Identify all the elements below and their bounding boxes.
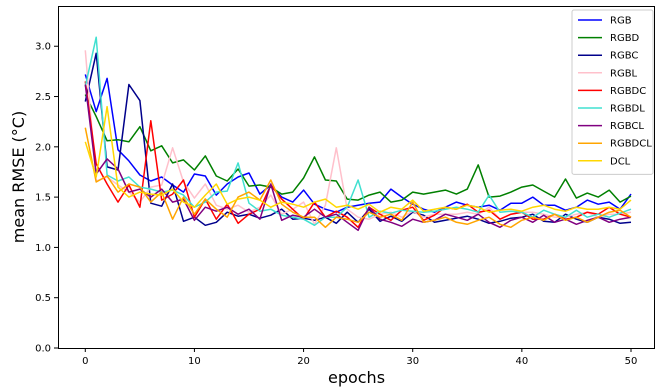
series-line-rgb (84, 74, 632, 213)
legend-box (571, 9, 654, 175)
legend: RGB RGBD RGBC RGBL RGBDC RGBDL RGBCL RGBDCL DCL (571, 9, 654, 175)
series-line-rgbdl (84, 36, 632, 227)
legend-label-rgbcl: RGBCL (610, 121, 644, 132)
y-tick-label: 0.5 (35, 293, 51, 304)
y-tick-label: 2.5 (35, 92, 51, 103)
series-line-rgbl (84, 50, 632, 226)
x-axis-label: epochs (328, 368, 385, 387)
legend-label-rgbdl: RGBDL (610, 104, 645, 115)
series-layer (84, 36, 632, 232)
y-tick-label: 1.5 (35, 193, 51, 204)
legend-label-rgbl: RGBL (610, 68, 638, 79)
y-tick-label: 1.0 (35, 243, 51, 254)
y-axis-label: mean RMSE (°C) (9, 111, 28, 243)
legend-label-dcl: DCL (610, 156, 631, 167)
x-tick-label: 20 (297, 356, 310, 367)
legend-label-rgb: RGB (610, 16, 632, 27)
x-tick-label: 0 (82, 356, 88, 367)
legend-label-rgbc: RGBC (610, 51, 638, 62)
x-tick-label: 50 (625, 356, 638, 367)
legend-label-rgbdc: RGBDC (610, 86, 646, 97)
legend-label-rgbd: RGBD (610, 33, 640, 44)
x-tick-label: 10 (188, 356, 201, 367)
legend-label-rgbdcl: RGBDCL (610, 139, 652, 150)
series-line-dcl (84, 105, 632, 213)
series-line-rgbd (84, 94, 632, 203)
y-tick-label: 0.0 (35, 344, 51, 355)
plot-area (58, 6, 655, 349)
y-tick-label: 3.0 (35, 42, 51, 53)
x-tick-label: 30 (406, 356, 419, 367)
y-axis-ticks: 0.0 0.5 1.0 1.5 2.0 2.5 3.0 (35, 42, 58, 355)
x-tick-label: 40 (515, 356, 528, 367)
series-line-rgbcl (84, 84, 632, 232)
x-axis-ticks: 0 10 20 30 40 50 (82, 348, 637, 367)
series-line-rgbdcl (84, 127, 632, 229)
y-tick-label: 2.0 (35, 142, 51, 153)
